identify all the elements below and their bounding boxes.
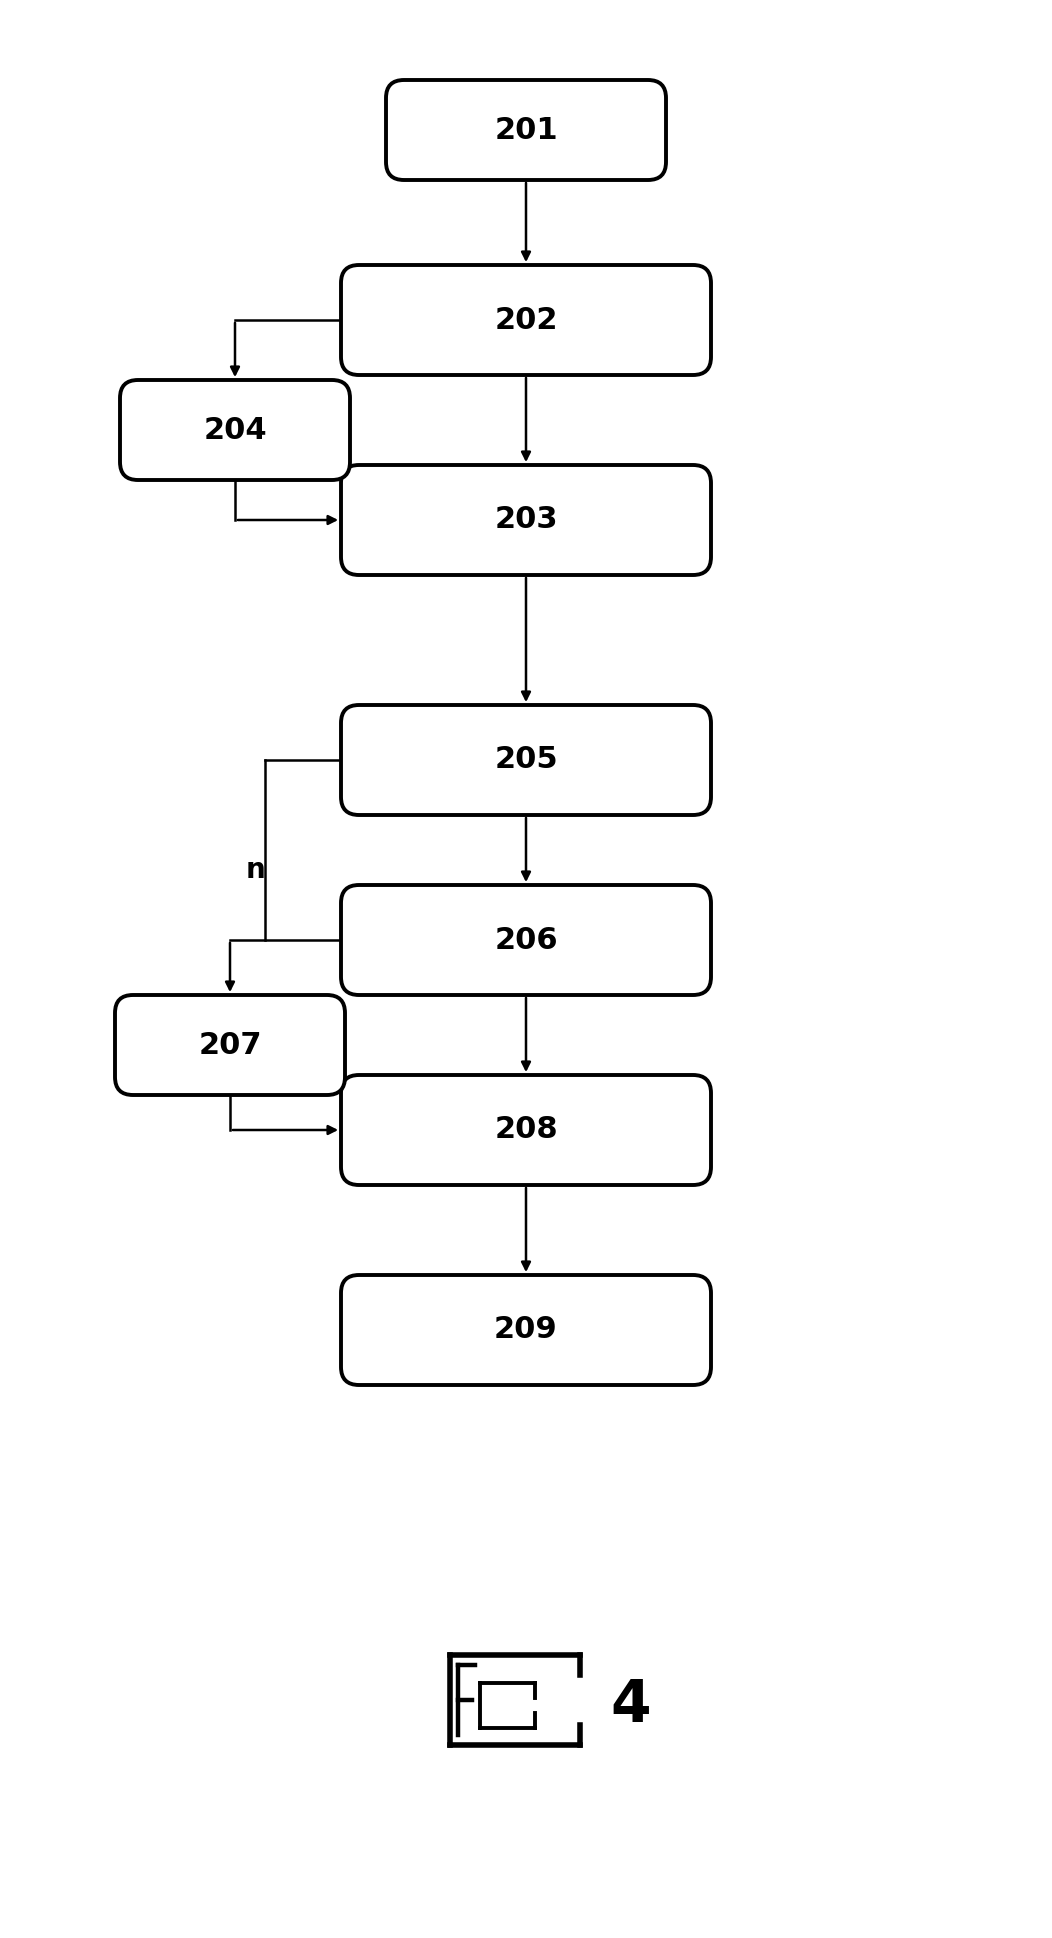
Text: 206: 206 <box>494 926 558 955</box>
FancyBboxPatch shape <box>341 1076 711 1184</box>
FancyBboxPatch shape <box>115 994 345 1095</box>
Text: 201: 201 <box>494 116 558 145</box>
FancyBboxPatch shape <box>120 380 350 481</box>
FancyBboxPatch shape <box>341 886 711 994</box>
FancyBboxPatch shape <box>386 79 666 180</box>
Text: 4: 4 <box>610 1676 650 1733</box>
Text: 205: 205 <box>494 746 558 775</box>
FancyBboxPatch shape <box>341 1275 711 1386</box>
FancyBboxPatch shape <box>341 465 711 576</box>
Text: 202: 202 <box>494 306 558 335</box>
Text: 207: 207 <box>198 1031 262 1060</box>
Text: 208: 208 <box>494 1116 558 1145</box>
FancyBboxPatch shape <box>341 266 711 374</box>
Text: 209: 209 <box>494 1316 558 1345</box>
Text: n: n <box>245 857 265 884</box>
Text: 204: 204 <box>203 415 267 444</box>
FancyBboxPatch shape <box>341 705 711 816</box>
Text: 203: 203 <box>494 506 558 535</box>
